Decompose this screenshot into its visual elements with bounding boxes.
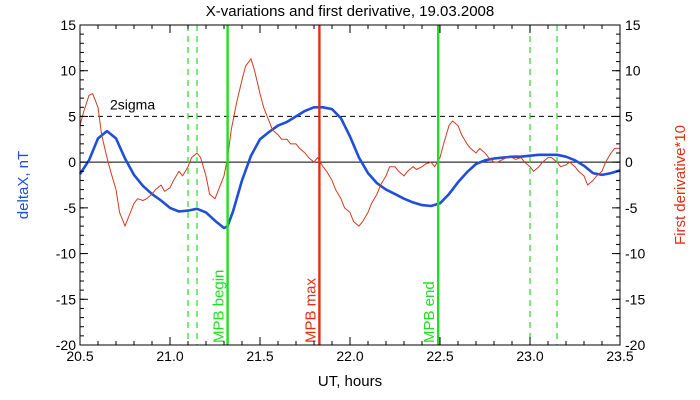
y-tick-label-left-6: -15 [56, 291, 76, 307]
y-axis-label-left: deltaX, nT [15, 151, 32, 219]
y-tick-label-right-0: 15 [625, 17, 641, 33]
derivative-line [79, 58, 620, 227]
deltaX-line [78, 106, 621, 230]
y-tick-label-right-3: 0 [625, 154, 633, 170]
vertical-line-label-4: MPB end [421, 281, 438, 343]
y-axis-label-right: First derivative*10 [672, 125, 689, 245]
x-tick-label-2: 21.5 [246, 348, 273, 364]
y-tick-label-left-4: -5 [64, 200, 77, 216]
y-tick-label-right-7: -20 [625, 337, 645, 353]
y-tick-label-left-1: 10 [60, 63, 76, 79]
reference-line-label: 2sigma [110, 96, 155, 112]
x-tick-label-3: 22.0 [336, 348, 363, 364]
vertical-line-label-2: MPB begin [211, 270, 228, 343]
y-tick-label-left-3: 0 [68, 154, 76, 170]
x-tick-label-1: 21.0 [156, 348, 183, 364]
y-tick-label-left-5: -10 [56, 246, 76, 262]
y-tick-label-left-7: -20 [56, 337, 76, 353]
chart-title: X-variations and first derivative, 19.03… [206, 3, 495, 20]
y-tick-label-right-5: -10 [625, 246, 645, 262]
y-tick-label-right-1: 10 [625, 63, 641, 79]
y-tick-label-right-4: -5 [625, 200, 638, 216]
x-tick-label-4: 22.5 [426, 348, 453, 364]
x-tick-label-6: 23.5 [606, 348, 633, 364]
x-tick-label-5: 23.0 [516, 348, 543, 364]
y-tick-label-left-2: 5 [68, 108, 76, 124]
vertical-line-label-3: MPB max [302, 277, 319, 343]
x-tick-label-0: 20.5 [66, 348, 93, 364]
y-tick-label-right-2: 5 [625, 108, 633, 124]
x-axis-label: UT, hours [318, 373, 382, 390]
y-tick-label-right-6: -15 [625, 291, 645, 307]
y-tick-label-left-0: 15 [60, 17, 76, 33]
